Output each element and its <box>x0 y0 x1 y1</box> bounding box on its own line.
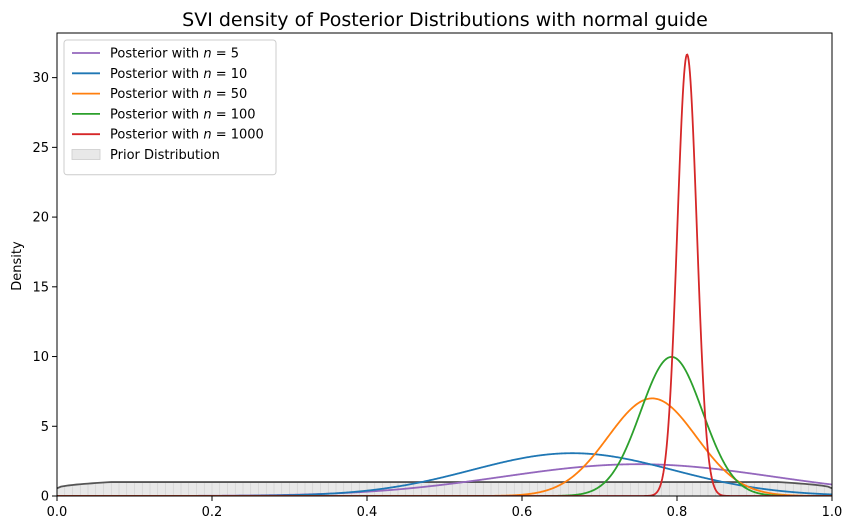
legend-label-prior: Prior Distribution <box>110 148 220 163</box>
legend-label-0: Posterior with n = 5 <box>110 47 239 62</box>
series-line-4 <box>57 53 832 496</box>
y-tick-label: 5 <box>41 420 49 435</box>
legend: Posterior with n = 5 Posterior with n = 1… <box>63 39 277 176</box>
y-tick-label: 0 <box>41 490 49 505</box>
plot-frame <box>56 32 833 497</box>
x-tick-label: 0.6 <box>512 505 533 520</box>
series-line-2 <box>57 397 832 496</box>
legend-label-1: Posterior with n = 10 <box>110 67 247 82</box>
x-tick-label: 0.8 <box>667 505 688 520</box>
legend-swatch-prior <box>71 149 101 160</box>
y-tick-label: 15 <box>32 280 49 295</box>
y-axis-label: Density <box>10 241 25 291</box>
x-tick-label: 0.2 <box>202 505 223 520</box>
y-tick-label: 25 <box>32 141 49 156</box>
legend-box <box>63 39 277 176</box>
y-tick-label: 20 <box>32 211 49 226</box>
y-tick-label: 10 <box>32 350 49 365</box>
x-tick-label: 0.4 <box>357 505 378 520</box>
y-tick-label: 30 <box>32 71 49 86</box>
series-line-3 <box>57 356 832 496</box>
x-tick-label: 0.0 <box>47 505 68 520</box>
legend-label-2: Posterior with n = 50 <box>110 87 247 102</box>
legend-label-3: Posterior with n = 100 <box>110 107 256 122</box>
chart-title: SVI density of Posterior Distributions w… <box>182 9 708 31</box>
legend-label-4: Posterior with n = 1000 <box>110 128 264 143</box>
x-tick-label: 1.0 <box>822 505 843 520</box>
prior-line <box>57 481 832 490</box>
